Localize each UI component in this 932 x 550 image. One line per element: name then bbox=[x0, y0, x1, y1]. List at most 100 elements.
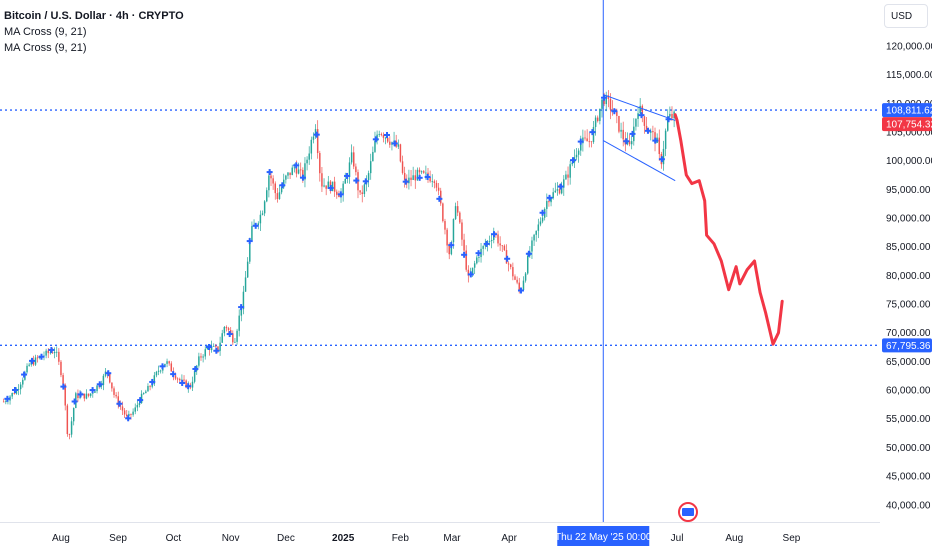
ma-cross-marker bbox=[344, 172, 351, 179]
candle-body bbox=[234, 341, 236, 343]
candle-body bbox=[77, 393, 79, 399]
symbol-title[interactable]: Bitcoin / U.S. Dollar · 4h · CRYPTO bbox=[4, 10, 184, 22]
candle-body bbox=[36, 357, 39, 359]
candle-body bbox=[558, 189, 561, 194]
candle-body bbox=[193, 370, 196, 382]
candle-body bbox=[344, 178, 347, 184]
candle-body bbox=[435, 182, 438, 188]
indicator-ma-cross-1[interactable]: MA Cross (9, 21) bbox=[4, 26, 87, 38]
tradingview-logo-icon[interactable] bbox=[678, 502, 698, 522]
ma-cross-marker bbox=[105, 370, 112, 377]
candle-body bbox=[291, 167, 293, 175]
candle-body bbox=[179, 378, 181, 381]
candle-body bbox=[174, 375, 177, 379]
candle-body bbox=[399, 144, 402, 162]
candle-body bbox=[482, 246, 484, 249]
channel-lower-line[interactable] bbox=[603, 140, 676, 182]
candle-body bbox=[125, 414, 128, 417]
candle-body bbox=[382, 134, 385, 138]
candle-body bbox=[637, 113, 639, 119]
ma-cross-marker bbox=[12, 386, 19, 393]
candle-body bbox=[420, 171, 423, 173]
candle-body bbox=[524, 273, 527, 281]
candle-body bbox=[325, 185, 327, 189]
price-tick-label: 55,000.00 bbox=[886, 414, 931, 425]
candle-body bbox=[531, 240, 533, 252]
projection-path[interactable] bbox=[673, 113, 784, 346]
ma-cross-marker bbox=[467, 271, 474, 278]
descending-channel[interactable] bbox=[603, 94, 676, 182]
price-axis[interactable]: 40,000.00 45,000.00 50,000.00 55,000.00 60,0… bbox=[880, 0, 932, 550]
ma-cross-marker bbox=[71, 398, 78, 405]
ma-cross-marker bbox=[362, 178, 369, 185]
candle-body bbox=[560, 187, 563, 194]
candle-body bbox=[49, 352, 52, 354]
candle-body bbox=[287, 172, 289, 176]
candle-body bbox=[363, 184, 366, 195]
ma-cross-marker bbox=[601, 94, 608, 101]
candle-body bbox=[601, 99, 603, 109]
candle-body bbox=[565, 174, 567, 180]
candle-body bbox=[522, 280, 525, 291]
crosshair-date-label: Thu 22 May '25 00:00 bbox=[555, 532, 652, 543]
candle-body bbox=[232, 333, 234, 343]
candle-body bbox=[22, 379, 24, 385]
indicator-ma-cross-2[interactable]: MA Cross (9, 21) bbox=[4, 42, 87, 54]
candle-body bbox=[442, 203, 444, 222]
candle-body bbox=[26, 365, 28, 373]
candle-body bbox=[541, 217, 544, 222]
candle-body bbox=[355, 166, 357, 173]
candle-body bbox=[261, 213, 264, 215]
candle-body bbox=[102, 375, 105, 385]
candle-body bbox=[367, 173, 370, 181]
candle-body bbox=[664, 130, 667, 149]
currency-button[interactable]: USD bbox=[884, 4, 928, 28]
candle-body bbox=[408, 177, 410, 184]
candle-body bbox=[580, 143, 582, 151]
candle-body bbox=[609, 98, 612, 110]
candle-body bbox=[444, 221, 446, 230]
candle-body bbox=[369, 161, 372, 174]
horizontal-levels[interactable] bbox=[0, 109, 880, 347]
ma-cross-marker bbox=[504, 255, 511, 262]
candle-body bbox=[607, 95, 610, 99]
candle-body bbox=[361, 192, 363, 195]
ma-cross-marker bbox=[546, 194, 553, 201]
ma-cross-marker bbox=[525, 250, 532, 257]
candle-body bbox=[246, 261, 249, 278]
price-badge-bg bbox=[882, 103, 932, 118]
ma-cross-marker bbox=[475, 250, 482, 257]
ma-cross-marker bbox=[644, 127, 651, 134]
candle-body bbox=[473, 263, 476, 268]
ma-cross-marker bbox=[353, 177, 360, 184]
candle-body bbox=[249, 240, 251, 262]
ma-cross-marker bbox=[623, 138, 630, 145]
projection-line[interactable] bbox=[673, 113, 784, 346]
ma-cross-marker bbox=[299, 174, 306, 181]
ma-cross-marker bbox=[206, 343, 213, 350]
price-badge-label: 67,795.36 bbox=[886, 341, 931, 352]
candle-body bbox=[215, 345, 217, 347]
candle-body bbox=[467, 269, 470, 276]
candle-body bbox=[72, 408, 75, 422]
ma-cross-marker bbox=[21, 371, 28, 378]
candle-body bbox=[342, 183, 344, 195]
ma-cross-markers bbox=[4, 94, 672, 422]
candle-body bbox=[140, 393, 143, 404]
candle-body bbox=[181, 379, 183, 381]
time-axis[interactable]: AugSepOctNovDec2025FebMarAprMJulAugSepTh… bbox=[0, 522, 932, 550]
ma-cross-marker bbox=[159, 363, 166, 370]
candle-body bbox=[401, 161, 404, 173]
ma-cross-marker bbox=[252, 222, 259, 229]
candle-body bbox=[425, 172, 427, 174]
ma-cross-marker bbox=[570, 157, 577, 164]
candle-body bbox=[204, 349, 206, 357]
candle-body bbox=[200, 356, 202, 358]
candle-body bbox=[308, 153, 310, 160]
ma-cross-marker bbox=[436, 195, 443, 202]
channel-upper-line[interactable] bbox=[603, 94, 676, 121]
candle-body bbox=[285, 175, 287, 180]
candle-body bbox=[410, 177, 412, 180]
